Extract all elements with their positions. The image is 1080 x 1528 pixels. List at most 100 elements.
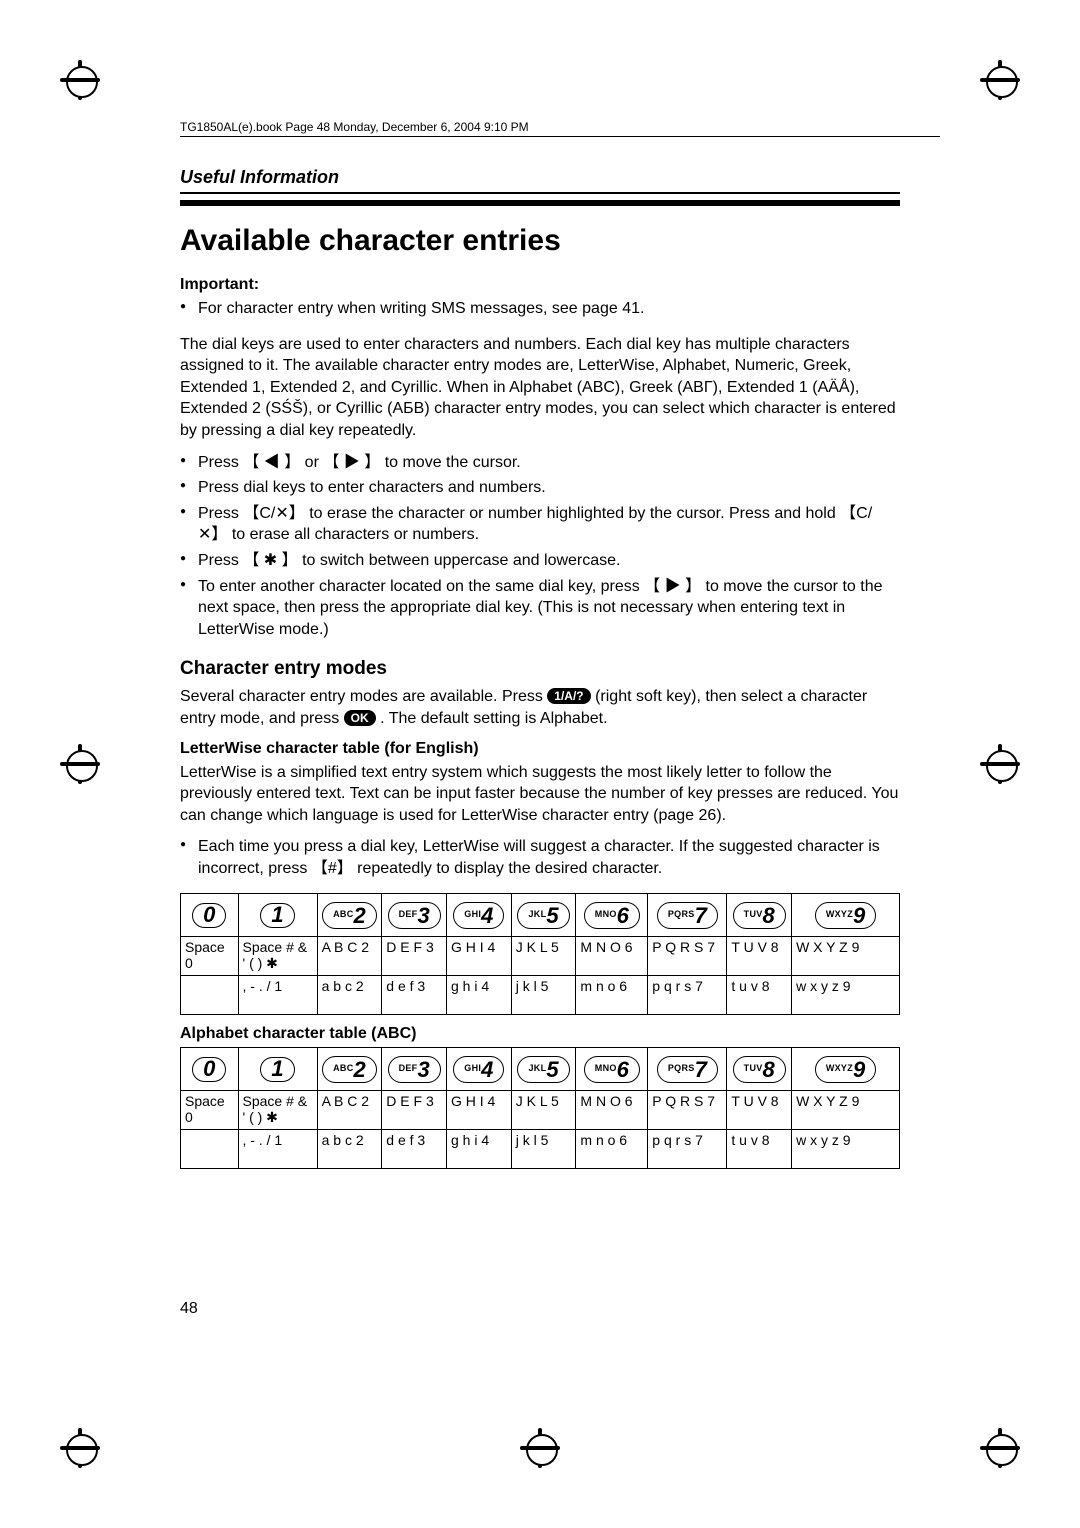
table-cell: t u v 8	[727, 1130, 792, 1169]
keycap-icon: GHI4	[453, 1056, 504, 1083]
table-cell: J K L 5	[511, 1091, 576, 1130]
keycap-header: ABC2	[317, 894, 382, 937]
keycap-header: MNO6	[576, 894, 648, 937]
keycap-icon: 1	[260, 1057, 294, 1082]
alphabet-title: Alphabet character table (ABC)	[180, 1025, 900, 1043]
table-row: , - . / 1a b c 2d e f 3g h i 4j k l 5m n…	[181, 1130, 900, 1169]
instruction-item: Press dial keys to enter characters and …	[180, 477, 900, 499]
table-cell: , - . / 1	[238, 976, 317, 1015]
reg-mark-bc	[520, 1428, 560, 1468]
modes-text-c: . The default setting is Alphabet.	[380, 710, 607, 727]
instruction-item: Press 【 ✱ 】 to switch between uppercase …	[180, 550, 900, 572]
table-cell: P Q R S 7	[648, 937, 727, 976]
table-cell: g h i 4	[447, 976, 512, 1015]
table-cell: p q r s 7	[648, 976, 727, 1015]
table-cell: Space 0	[181, 937, 239, 976]
letterwise-desc: LetterWise is a simplified text entry sy…	[180, 762, 900, 827]
table-cell: j k l 5	[511, 1130, 576, 1169]
table-cell: T U V 8	[727, 1091, 792, 1130]
keycap-icon: WXYZ9	[815, 1056, 876, 1083]
keycap-header: JKL5	[511, 1048, 576, 1091]
keycap-icon: GHI4	[453, 902, 504, 929]
alphabet-table: 01ABC2DEF3GHI4JKL5MNO6PQRS7TUV8WXYZ9 Spa…	[180, 1047, 900, 1169]
keycap-header: TUV8	[727, 894, 792, 937]
section-label: Useful Information	[180, 167, 900, 194]
keycap-header: TUV8	[727, 1048, 792, 1091]
table-cell: g h i 4	[447, 1130, 512, 1169]
instruction-item: To enter another character located on th…	[180, 576, 900, 641]
keycap-icon: WXYZ9	[815, 902, 876, 929]
keycap-header: DEF3	[382, 894, 447, 937]
keycap-icon: TUV8	[733, 902, 786, 929]
letterwise-bullets: Each time you press a dial key, LetterWi…	[180, 836, 900, 879]
keycap-icon: JKL5	[517, 902, 569, 929]
keycap-header: PQRS7	[648, 894, 727, 937]
table-cell: W X Y Z 9	[792, 1091, 900, 1130]
table-cell: D E F 3	[382, 937, 447, 976]
page-title: Available character entries	[180, 224, 900, 258]
softkey-pill-ok: OK	[344, 710, 376, 726]
running-header: TG1850AL(e).book Page 48 Monday, Decembe…	[180, 120, 940, 137]
table-cell: G H I 4	[447, 1091, 512, 1130]
keycap-header: ABC2	[317, 1048, 382, 1091]
table-cell	[181, 976, 239, 1015]
page: TG1850AL(e).book Page 48 Monday, Decembe…	[0, 0, 1080, 1528]
table-cell: d e f 3	[382, 976, 447, 1015]
table-cell: , - . / 1	[238, 1130, 317, 1169]
keycap-header: JKL5	[511, 894, 576, 937]
table-cell: j k l 5	[511, 976, 576, 1015]
table-header-row: 0 1 ABC2DEF3 GHI4 JKL5 MNO6 PQRS7 TUV8 WXYZ9	[181, 894, 900, 937]
table-cell: A B C 2	[317, 937, 382, 976]
modes-heading: Character entry modes	[180, 658, 900, 680]
table-cell: t u v 8	[727, 976, 792, 1015]
table-header-row: 01ABC2DEF3GHI4JKL5MNO6PQRS7TUV8WXYZ9	[181, 1048, 900, 1091]
table-cell: m n o 6	[576, 1130, 648, 1169]
keycap-icon: MNO6	[584, 902, 640, 929]
keycap-icon: 1	[260, 903, 294, 928]
page-number: 48	[180, 1300, 198, 1318]
keycap-icon: MNO6	[584, 1056, 640, 1083]
keycap-header: MNO6	[576, 1048, 648, 1091]
keycap-icon: TUV8	[733, 1056, 786, 1083]
table-cell: M N O 6	[576, 1091, 648, 1130]
table-cell: p q r s 7	[648, 1130, 727, 1169]
table-cell: G H I 4	[447, 937, 512, 976]
keycap-header: DEF3	[382, 1048, 447, 1091]
table-cell: d e f 3	[382, 1130, 447, 1169]
table-cell: W X Y Z 9	[792, 937, 900, 976]
table-cell: P Q R S 7	[648, 1091, 727, 1130]
table-cell: w x y z 9	[792, 1130, 900, 1169]
table-cell: Space 0	[181, 1091, 239, 1130]
table-body: Space 0Space # & ' ( ) ✱A B C 2D E F 3G …	[181, 937, 900, 1015]
reg-mark-tl	[60, 60, 100, 100]
table-row: Space 0Space # & ' ( ) ✱A B C 2D E F 3G …	[181, 937, 900, 976]
table-cell: Space # & ' ( ) ✱	[238, 1091, 317, 1130]
letterwise-bullet: Each time you press a dial key, LetterWi…	[180, 836, 900, 879]
reg-mark-br	[980, 1428, 1020, 1468]
reg-mark-ml	[60, 744, 100, 784]
section-rule	[180, 200, 900, 206]
keycap-header: WXYZ9	[792, 894, 900, 937]
table-cell: a b c 2	[317, 1130, 382, 1169]
table-cell: w x y z 9	[792, 976, 900, 1015]
instruction-item: Press 【C/✕】 to erase the character or nu…	[180, 503, 900, 546]
keycap-header: 1	[238, 1048, 317, 1091]
instruction-list: Press 【 ◀ 】 or 【 ▶ 】 to move the cursor.…	[180, 452, 900, 641]
table-cell: M N O 6	[576, 937, 648, 976]
keycap-icon: DEF3	[388, 902, 441, 929]
table-cell: a b c 2	[317, 976, 382, 1015]
letterwise-table: 0 1 ABC2DEF3 GHI4 JKL5 MNO6 PQRS7 TUV8 WXYZ9 Spa…	[180, 893, 900, 1015]
keycap-header: PQRS7	[648, 1048, 727, 1091]
keycap-icon: PQRS7	[657, 902, 718, 929]
letterwise-title: LetterWise character table (for English)	[180, 740, 900, 758]
table-cell: D E F 3	[382, 1091, 447, 1130]
keycap-icon: DEF3	[388, 1056, 441, 1083]
modes-text-a: Several character entry modes are availa…	[180, 688, 547, 705]
important-list: For character entry when writing SMS mes…	[180, 298, 900, 320]
important-bullet: For character entry when writing SMS mes…	[180, 298, 900, 320]
keycap-icon: 0	[192, 903, 226, 928]
table-cell: A B C 2	[317, 1091, 382, 1130]
table-body: Space 0Space # & ' ( ) ✱A B C 2D E F 3G …	[181, 1091, 900, 1169]
keycap-header: 1	[238, 894, 317, 937]
keycap-header: GHI4	[447, 894, 512, 937]
